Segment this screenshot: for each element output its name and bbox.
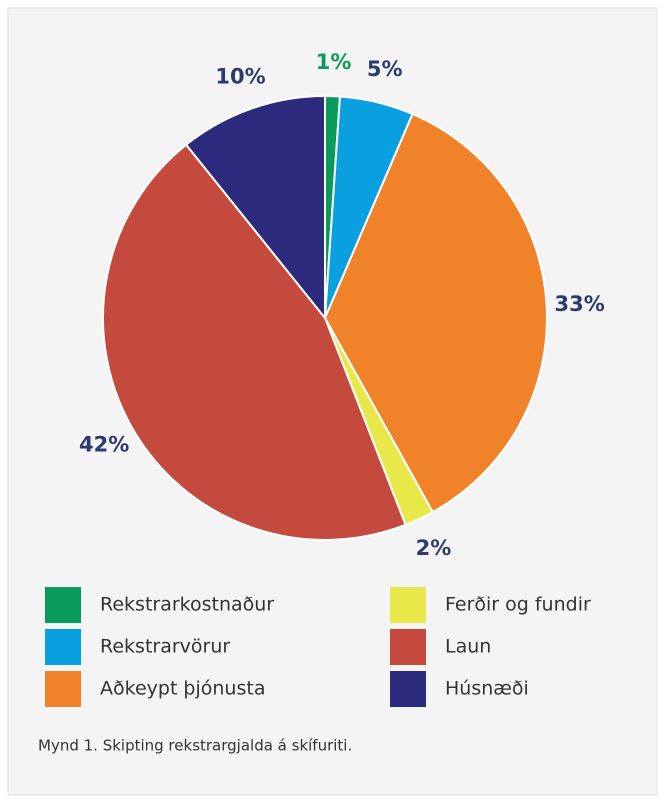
pie-slice <box>102 143 407 541</box>
legend-label: Rekstrarkostnaður <box>100 594 274 616</box>
legend-swatch <box>390 671 426 707</box>
pie-slice <box>184 94 326 321</box>
legend-swatch <box>45 671 81 707</box>
legend-swatch <box>390 629 426 665</box>
data-label: 33% <box>555 292 605 316</box>
legend-label: Rekstrarvörur <box>100 636 230 658</box>
legend-swatch <box>45 587 81 623</box>
data-label: 2% <box>416 536 452 560</box>
legend-swatch <box>45 629 81 665</box>
data-label: 42% <box>79 433 129 457</box>
legend-label: Laun <box>445 636 491 658</box>
data-label: 10% <box>215 64 265 88</box>
data-label: 1% <box>316 50 352 74</box>
caption: Mynd 1. Skipting rekstrargjalda á skífur… <box>38 737 352 755</box>
legend-label: Aðkeypt þjónusta <box>100 678 265 700</box>
legend-swatch <box>390 587 426 623</box>
legend-label: Ferðir og fundir <box>445 594 591 616</box>
pie-slice <box>323 112 548 514</box>
data-label: 5% <box>367 57 403 81</box>
legend-label: Húsnæði <box>445 678 529 700</box>
